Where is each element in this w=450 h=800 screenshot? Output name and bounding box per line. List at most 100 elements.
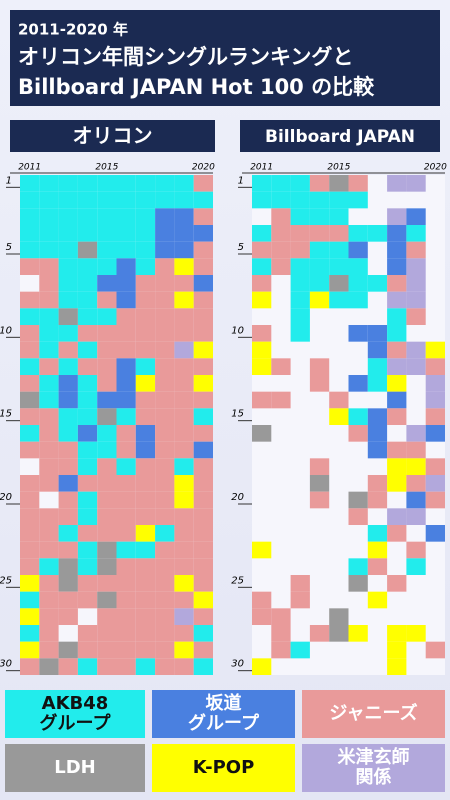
cell (135, 591, 156, 609)
cell (58, 591, 78, 609)
cell (116, 475, 136, 492)
cell (406, 308, 426, 325)
cell (387, 258, 407, 275)
cell (155, 258, 175, 275)
header-box (10, 10, 440, 106)
cell (39, 208, 59, 225)
cell (135, 175, 156, 192)
cell (290, 275, 310, 292)
cell (406, 241, 426, 259)
cell (77, 258, 98, 275)
cell (387, 208, 407, 225)
x-tick-label: 2020 (192, 163, 215, 173)
cell (58, 258, 78, 275)
cell (174, 275, 194, 292)
cell (58, 191, 78, 209)
cell (252, 241, 272, 259)
cell (174, 508, 194, 525)
legend-swatch (302, 690, 445, 738)
cell (116, 625, 136, 642)
cell (387, 358, 407, 375)
cell (387, 375, 407, 392)
legend-label: K-POP (193, 757, 255, 778)
cell (174, 258, 194, 275)
cell (309, 475, 330, 492)
cell (271, 258, 291, 275)
cell (135, 558, 156, 575)
cell (174, 341, 194, 359)
y-tick-label: 20 (231, 492, 244, 503)
y-tick-label: 25 (231, 575, 244, 586)
cell (367, 275, 388, 292)
cell (135, 408, 156, 425)
cell (39, 408, 59, 425)
cell (39, 341, 59, 359)
cell (155, 341, 175, 359)
cell (367, 591, 388, 609)
cell (406, 558, 426, 575)
cell (58, 641, 78, 659)
cell (58, 541, 78, 559)
cell (20, 591, 40, 609)
cell (329, 291, 349, 309)
cell (425, 525, 445, 542)
cell (406, 541, 426, 559)
cell (39, 275, 59, 292)
cell (174, 491, 194, 509)
cell (425, 475, 445, 492)
cell (77, 341, 98, 359)
cell (193, 275, 213, 292)
cell (77, 191, 98, 209)
cell (348, 625, 368, 642)
cell (174, 358, 194, 375)
cell (174, 458, 194, 475)
cell (116, 425, 136, 442)
cell (309, 175, 330, 192)
cell (329, 191, 349, 209)
y-tick-label: 30 (231, 659, 244, 670)
cell (155, 425, 175, 442)
cell (20, 441, 40, 459)
cell (348, 258, 368, 275)
cell (348, 175, 368, 192)
cell (290, 291, 310, 309)
cell (174, 625, 194, 642)
cell (20, 408, 40, 425)
cell (20, 575, 40, 592)
cell (193, 291, 213, 309)
cell (116, 175, 136, 192)
cell (58, 308, 78, 325)
cell (39, 608, 59, 625)
cell (252, 425, 272, 442)
cell (155, 591, 175, 609)
cell (155, 508, 175, 525)
cell (20, 241, 40, 259)
cell (39, 575, 59, 592)
cell (387, 225, 407, 242)
legend-swatch (302, 744, 445, 792)
cell (193, 508, 213, 525)
cell (135, 625, 156, 642)
cell (174, 575, 194, 592)
cell (58, 558, 78, 575)
cell (39, 391, 59, 409)
cell (271, 208, 291, 225)
cell (58, 225, 78, 242)
cell (252, 358, 272, 375)
cell (290, 325, 310, 342)
cell (20, 508, 40, 525)
cell (174, 175, 194, 192)
cell (367, 491, 388, 509)
legend-label: グループ (40, 712, 112, 734)
cell (135, 525, 156, 542)
cell (77, 658, 98, 675)
cell (290, 191, 310, 209)
cell (135, 641, 156, 659)
cell (367, 225, 388, 242)
cell (252, 341, 272, 359)
cell (97, 241, 117, 259)
cell (406, 508, 426, 525)
cell (135, 191, 156, 209)
cell (77, 558, 98, 575)
cell (20, 308, 40, 325)
